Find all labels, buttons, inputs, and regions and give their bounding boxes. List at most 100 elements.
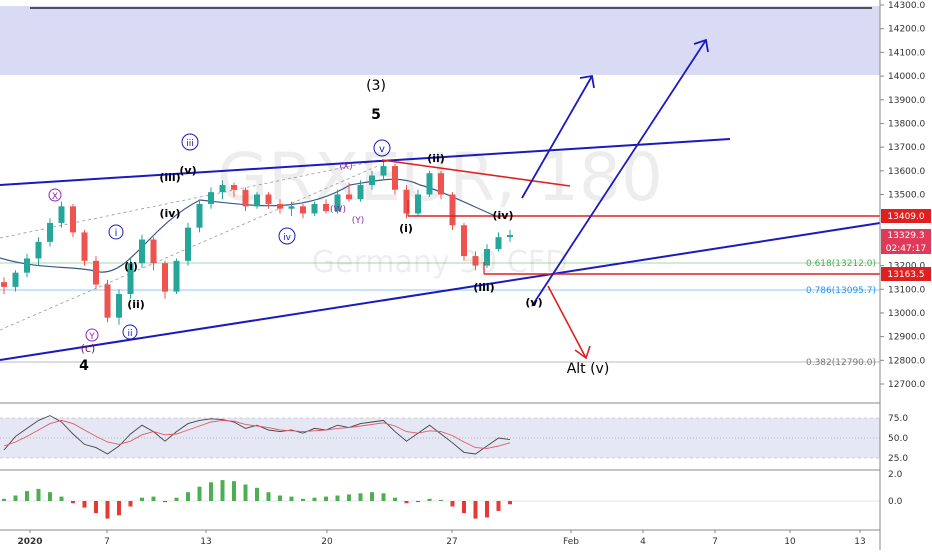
plot-background (0, 0, 880, 550)
price-tick-label: 13100.0 (888, 285, 925, 295)
wave-label-sub-v: (v) (179, 164, 196, 177)
candle-body (380, 166, 387, 176)
macd-bar (473, 501, 478, 519)
candle-body (311, 203, 318, 214)
macd-bar (71, 501, 75, 504)
candle-body (12, 272, 19, 287)
circle-iv (278, 227, 296, 245)
candle-body (93, 260, 99, 285)
wave-label-minor-iii: (iii) (473, 281, 494, 294)
wave-label-minor-ii: (ii) (427, 152, 445, 165)
countdown-tag (881, 242, 931, 254)
price-tick-label: 13600.0 (888, 167, 925, 177)
candle-body (1, 282, 7, 287)
macd-bar (266, 492, 271, 501)
macd-bar (82, 501, 87, 508)
candle-body (334, 194, 341, 212)
candle-body (35, 241, 42, 259)
macd-bar (278, 495, 282, 501)
rsi-signal-line (3, 419, 511, 449)
wave-label-sub-ii: (ii) (127, 298, 145, 311)
time-axis: 2020 7 13 20 27 Feb 4 7 10 13 (17, 530, 866, 547)
macd-bar (232, 481, 236, 501)
rsi-band (0, 418, 880, 458)
macd-bar (59, 496, 64, 501)
candle-body (196, 203, 203, 228)
macd-bar (209, 482, 213, 501)
price-tick-label: 14200.0 (888, 25, 925, 35)
candle-body (265, 194, 272, 204)
projection-arrow-2 (531, 39, 707, 307)
moving-average-line (0, 178, 501, 273)
candle-body (346, 194, 352, 200)
red-resistance-trendline (381, 159, 571, 187)
resistance-price-tag (881, 209, 931, 223)
wave-label-minor-iv: (iv) (493, 209, 514, 222)
candle-body (116, 293, 122, 318)
macd-histogram (2, 480, 512, 519)
macd-bar (335, 495, 340, 501)
rsi-tick-label: 25.0 (888, 454, 908, 464)
dashed-channel-upper (0, 159, 381, 239)
target-zone-box (0, 6, 880, 75)
macd-bar (151, 496, 156, 501)
candle-body (277, 203, 283, 209)
price-tick-label: 13700.0 (888, 143, 925, 153)
macd-bar (496, 501, 501, 511)
macd-bar (508, 501, 512, 505)
candle-body (104, 284, 111, 318)
wave-label-iv-circ: iv (283, 233, 292, 243)
wave-label-3: (3) (366, 78, 386, 94)
alt-projection-arrow-head (574, 345, 591, 360)
price-tick-label: 13500.0 (888, 191, 925, 201)
macd-bar (13, 495, 18, 501)
upper-channel-trendline (0, 138, 731, 186)
price-axis: 14300.0 14200.0 14100.0 14000.0 13900.0 13800… (880, 1, 925, 390)
candle-body (58, 206, 65, 223)
fib-0382-label: 0.382(12790.0) (806, 358, 876, 368)
macd-bar (105, 501, 110, 519)
wave-label-c: (c) (81, 342, 96, 355)
time-tick-label: 2020 (17, 537, 42, 547)
candle-body (242, 189, 249, 207)
candle-body (507, 235, 513, 238)
macd-bar (163, 501, 167, 503)
wave-label-iii-circ: iii (186, 139, 194, 149)
price-tick-label: 13200.0 (888, 262, 925, 272)
wave-label-ii-circ: ii (127, 329, 132, 339)
macd-bar (427, 498, 432, 501)
candlestick-series (1, 161, 513, 325)
circle-y (85, 328, 99, 342)
support-price-tag (881, 267, 931, 281)
candle-body (173, 260, 180, 292)
projection-arrow-1-head (579, 74, 595, 89)
macd-bar (439, 499, 443, 501)
candle-body (162, 263, 168, 292)
macd-bar (174, 497, 179, 501)
time-tick-label: 13 (200, 537, 211, 547)
wave-label-minor-v: (v) (525, 296, 542, 309)
macd-bar (393, 497, 397, 501)
last-price-text: 13329.3 (887, 231, 924, 241)
rsi-line (3, 415, 511, 455)
alt-projection-arrow (547, 285, 587, 359)
candle-body (219, 185, 226, 193)
macd-bar (255, 487, 259, 501)
wave-label-small-w: (W) (330, 205, 346, 215)
macd-bar (381, 493, 386, 501)
macd-bar (324, 496, 328, 501)
support-price-text: 13163.5 (887, 270, 924, 280)
time-tick-label: 7 (712, 537, 718, 547)
candle-body (254, 194, 260, 207)
candle-body (139, 239, 145, 264)
macd-bar (370, 492, 374, 501)
candle-body (415, 194, 421, 214)
wave-label-v-circ: v (379, 144, 385, 155)
candle-body (426, 173, 433, 195)
time-tick-label: 4 (640, 537, 646, 547)
circle-v (373, 139, 391, 157)
macd-bar (450, 501, 455, 507)
candle-body (81, 232, 88, 261)
